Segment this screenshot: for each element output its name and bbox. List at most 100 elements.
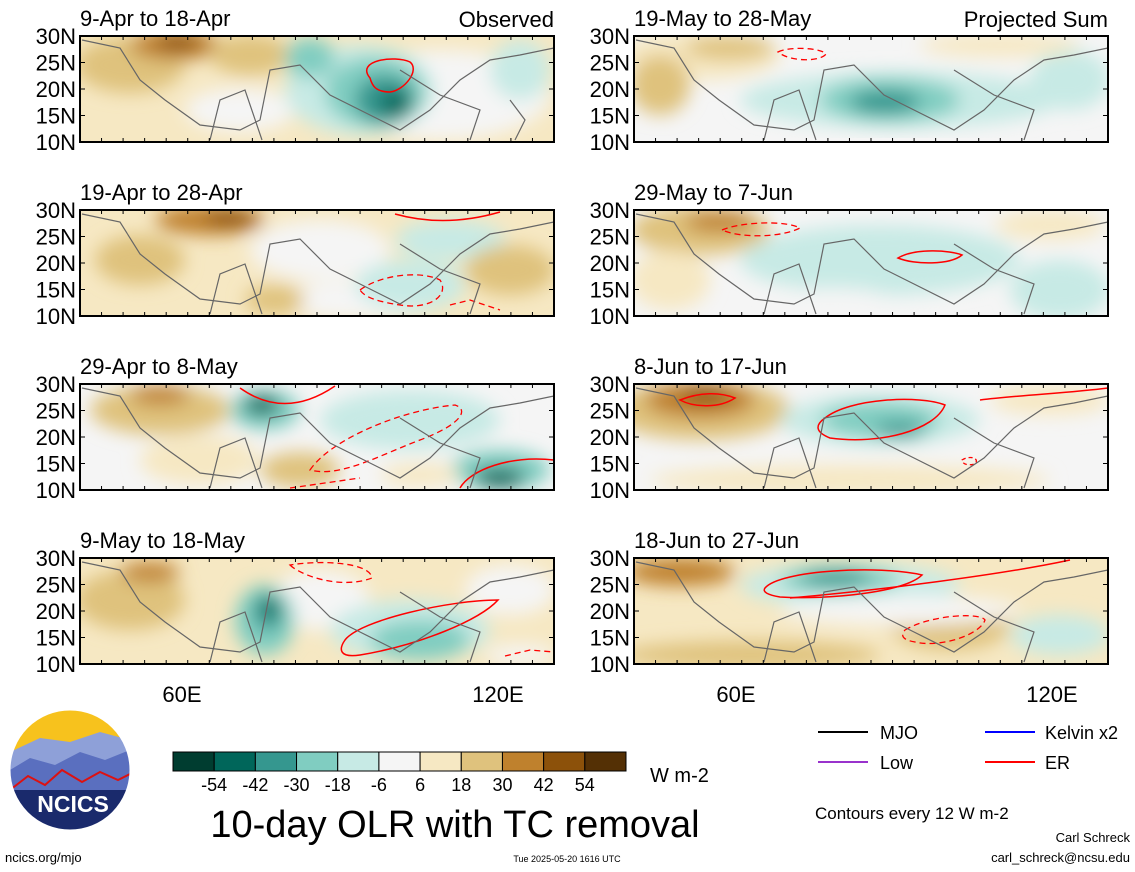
footer-author: Carl Schreck (1056, 830, 1131, 845)
lat-label: 25N (36, 51, 76, 76)
colorbar-tick-label: -30 (284, 775, 310, 795)
colorbar-tick-label: 6 (415, 775, 425, 795)
lat-label: 10N (36, 130, 76, 155)
panel-period-label: 29-May to 7-Jun (634, 180, 793, 205)
lat-label: 10N (590, 478, 630, 503)
figure-title: 10-day OLR with TC removal (210, 804, 699, 846)
olr-anomaly-field (80, 384, 554, 490)
colorbar-tick-label: 42 (534, 775, 554, 795)
colorbar-swatch (213, 751, 256, 772)
map-panel-7 (634, 384, 1108, 490)
panel-period-label: 29-Apr to 8-May (80, 354, 238, 379)
colorbar: -54 -42 -30 -18 -6 6 18 30 42 54 (172, 751, 627, 795)
colorbar-tick-label: -54 (201, 775, 227, 795)
lat-label: 20N (36, 251, 76, 276)
lon-label: 60E (716, 682, 755, 707)
lat-label: 30N (36, 198, 76, 223)
lon-label: 120E (1026, 682, 1077, 707)
lat-label: 30N (590, 546, 630, 571)
panel-period-label: 19-Apr to 28-Apr (80, 180, 243, 205)
contour-legend: MJO Kelvin x2 Low ER Contours every 12 W… (815, 723, 1118, 823)
lat-label: 30N (36, 24, 76, 49)
map-panel-4 (80, 558, 554, 664)
olr-anomaly-field (80, 558, 554, 664)
lat-label: 25N (36, 399, 76, 424)
lat-label: 25N (590, 51, 630, 76)
lat-label: 20N (36, 599, 76, 624)
colorbar-swatch (337, 751, 380, 772)
colorbar-swatch (584, 751, 627, 772)
colorbar-units: W m-2 (650, 765, 709, 787)
colorbar-tick-label: -6 (371, 775, 387, 795)
colorbar-tick-label: -18 (325, 775, 351, 795)
lon-label: 120E (472, 682, 523, 707)
lat-label: 20N (36, 425, 76, 450)
footer-timestamp: Tue 2025-05-20 1616 UTC (513, 854, 621, 864)
lat-label: 20N (590, 599, 630, 624)
panel-tag-label: Observed (459, 7, 554, 32)
lat-label: 15N (590, 452, 630, 477)
lat-label: 30N (590, 198, 630, 223)
lat-label: 20N (590, 77, 630, 102)
logo-text: NCICS (37, 791, 109, 817)
olr-anomaly-field (80, 210, 554, 316)
colorbar-swatch (543, 751, 586, 772)
lat-label: 10N (590, 304, 630, 329)
legend-label-mjo: MJO (880, 723, 918, 743)
panel-period-label: 18-Jun to 27-Jun (634, 528, 799, 553)
lat-label: 25N (590, 573, 630, 598)
lat-label: 15N (36, 626, 76, 651)
panel-period-label: 19-May to 28-May (634, 6, 811, 31)
lat-label: 25N (36, 573, 76, 598)
map-panel-8 (634, 558, 1108, 664)
panel-period-label: 9-May to 18-May (80, 528, 245, 553)
colorbar-swatch (378, 751, 421, 772)
colorbar-swatch (460, 751, 503, 772)
lat-label: 15N (590, 104, 630, 129)
lat-label: 25N (590, 225, 630, 250)
lat-label: 10N (36, 478, 76, 503)
footer-url: ncics.org/mjo (5, 850, 82, 865)
map-panel-6 (634, 210, 1108, 316)
lat-label: 20N (36, 77, 76, 102)
lat-label: 25N (36, 225, 76, 250)
colorbar-swatch (419, 751, 462, 772)
panel-period-label: 8-Jun to 17-Jun (634, 354, 787, 379)
olr-anomaly-field (634, 36, 1108, 142)
footer-email: carl_schreck@ncsu.edu (991, 850, 1130, 865)
lat-label: 30N (36, 372, 76, 397)
map-panel-1 (80, 36, 554, 142)
colorbar-tick-label: 18 (451, 775, 471, 795)
lat-label: 10N (36, 304, 76, 329)
olr-anomaly-field (634, 558, 1108, 664)
colorbar-swatch (172, 751, 215, 772)
lat-label: 15N (36, 104, 76, 129)
olr-anomaly-field (634, 384, 1108, 490)
colorbar-swatch (254, 751, 298, 772)
panel-labels: 9-Apr to 18-Apr Observed30N25N20N15N10N19… (36, 6, 1108, 707)
ncics-logo: NCICS (9, 709, 131, 831)
lat-label: 20N (590, 251, 630, 276)
lat-label: 10N (590, 652, 630, 677)
colorbar-tick-label: 54 (575, 775, 595, 795)
lat-label: 10N (36, 652, 76, 677)
lat-label: 15N (590, 278, 630, 303)
lat-label: 10N (590, 130, 630, 155)
panel-tag-label: Projected Sum (964, 7, 1108, 32)
lat-label: 30N (590, 372, 630, 397)
lon-label: 60E (162, 682, 201, 707)
map-panel-2 (80, 210, 554, 316)
colorbar-tick-label: -42 (242, 775, 268, 795)
olr-anomaly-field (634, 210, 1108, 316)
lat-label: 30N (590, 24, 630, 49)
colorbar-swatch (296, 751, 339, 772)
lat-label: 30N (36, 546, 76, 571)
olr-anomaly-field (80, 36, 554, 142)
contour-note: Contours every 12 W m-2 (815, 804, 1009, 823)
lat-label: 15N (36, 452, 76, 477)
lat-label: 25N (590, 399, 630, 424)
map-panel-3 (80, 384, 554, 490)
lat-label: 15N (590, 626, 630, 651)
panel-frames (79, 35, 1109, 665)
